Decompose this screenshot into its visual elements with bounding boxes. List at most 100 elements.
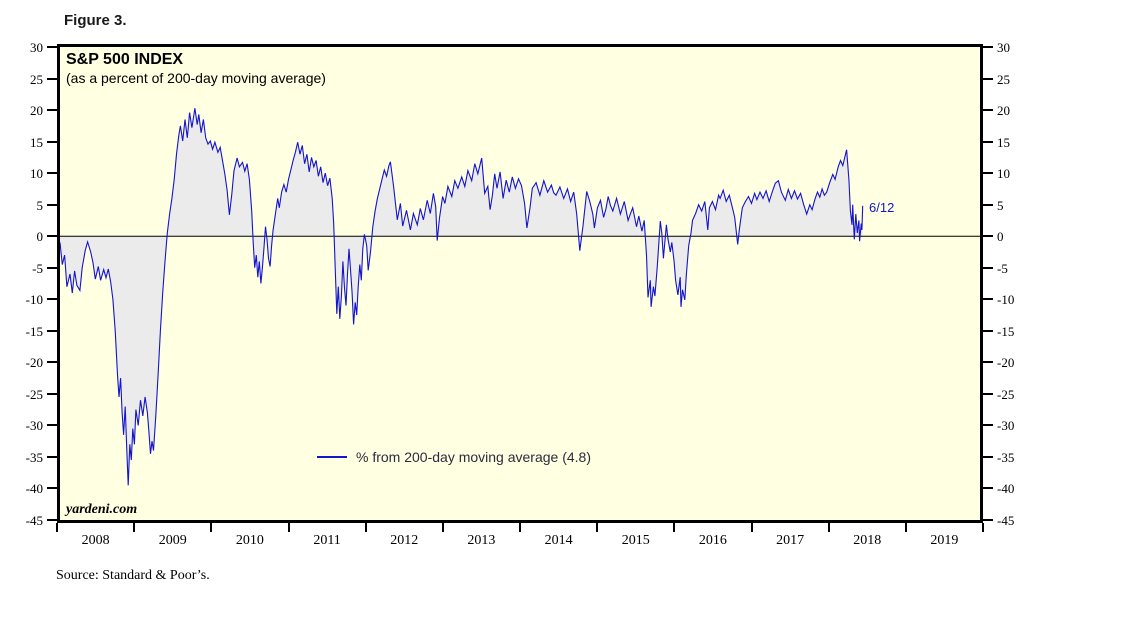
x-axis-tick [364,523,367,532]
legend-label: % from 200-day moving average (4.8) [356,449,591,465]
figure-label: Figure 3. [64,12,127,29]
x-axis-year-label: 2017 [776,533,805,548]
y-axis-tick-left [47,361,57,364]
x-axis-year-label: 2010 [235,533,264,548]
y-axis-label-left: -10 [25,292,43,308]
y-axis-label-right: -45 [997,513,1015,528]
x-axis-year-label: 2008 [81,533,110,548]
area-fill [60,108,863,486]
y-axis-label-right: 30 [997,40,1010,55]
latest-point-annotation: 6/12 [869,200,895,215]
x-axis-tick [210,523,213,532]
x-axis-tick [750,523,753,532]
y-axis-label-right: 25 [997,71,1010,87]
x-axis-tick [673,523,676,532]
y-axis-tick-right [983,424,993,427]
y-axis-tick-left [47,392,57,395]
y-axis-label-left: -20 [25,355,43,371]
y-axis-tick-left [47,46,57,48]
y-axis-tick-left [47,109,57,112]
y-axis-tick-right [983,46,993,48]
y-axis-label-right: -40 [997,481,1015,497]
y-axis-label-left: 5 [36,197,44,213]
x-axis-tick [904,523,907,532]
x-axis-tick [441,523,444,532]
x-axis-year-label: 2015 [621,533,650,548]
y-axis-tick-right [983,455,993,458]
y-axis-tick-right [983,519,993,521]
x-axis-tick [133,523,136,532]
y-axis-tick-left [47,77,57,80]
y-axis-tick-right [983,392,993,395]
y-axis-tick-left [47,329,57,332]
x-axis-tick [519,523,521,532]
y-axis-label-right: -10 [997,292,1015,308]
x-axis-tick [982,523,984,532]
y-axis-label-left: -30 [25,418,43,434]
y-axis-tick-left [47,266,57,269]
chart-canvas [60,108,980,486]
y-axis-tick-right [983,203,993,206]
y-axis-label-left: -35 [25,449,43,465]
x-axis-year-label: 2016 [698,533,727,548]
y-axis-tick-right [983,266,993,269]
legend: % from 200-day moving average (4.8) [317,449,591,465]
y-axis-label-left: 30 [30,40,43,55]
y-axis-tick-left [47,424,57,427]
y-axis-tick-right [983,329,993,332]
x-axis-year-label: 2013 [467,533,496,548]
y-axis-tick-left [47,203,57,206]
y-axis-label-left: -15 [25,323,43,339]
x-axis-year-label: 2019 [930,533,959,548]
x-axis-tick [827,523,830,532]
y-axis-label-right: -25 [997,386,1015,402]
y-axis-label-left: 10 [30,166,43,182]
y-axis-label-right: -20 [997,355,1015,371]
y-axis-label-right: 10 [997,166,1010,182]
x-axis-year-label: 2009 [158,533,187,548]
y-axis-label-left: 15 [30,134,43,150]
chart-title: S&P 500 INDEX [66,51,184,68]
y-axis-label-left: -25 [25,386,43,402]
chart-subtitle: (as a percent of 200-day moving average) [66,70,326,86]
data-line [60,108,864,486]
chart-plot-area [57,44,983,523]
y-axis-label-right: 20 [997,103,1010,119]
y-axis-label-left: 25 [30,71,43,87]
y-axis-label-right: 0 [997,229,1004,245]
y-axis-tick-left [47,172,57,175]
y-axis-tick-left [47,519,57,521]
x-axis-tick [596,523,599,532]
y-axis-tick-right [983,140,993,143]
source-note: Source: Standard & Poor’s. [56,568,210,583]
y-axis-tick-right [983,487,993,490]
legend-line-swatch [317,456,347,458]
y-axis-tick-right [983,77,993,80]
x-axis-tick [287,523,290,532]
y-axis-tick-left [47,298,57,301]
y-axis-tick-right [983,361,993,364]
y-axis-label-left: 0 [36,229,44,245]
y-axis-label-right: -35 [997,449,1015,465]
x-axis-year-label: 2018 [853,533,882,548]
y-axis-tick-left [47,140,57,143]
y-axis-label-left: -40 [25,481,43,497]
y-axis-label-right: -15 [997,323,1015,339]
y-axis-label-left: -5 [32,260,43,276]
y-axis-tick-left [47,455,57,458]
x-axis-year-label: 2011 [313,533,341,548]
y-axis-tick-left [47,487,57,490]
watermark: yardeni.com [66,502,138,517]
y-axis-tick-left [47,235,57,238]
x-axis-year-label: 2012 [390,533,419,548]
y-axis-label-left: -45 [25,513,43,528]
x-axis-year-label: 2014 [544,533,573,548]
y-axis-label-right: 15 [997,134,1010,150]
y-axis-label-right: 5 [997,197,1004,213]
y-axis-label-right: -30 [997,418,1015,434]
y-axis-tick-right [983,235,993,238]
y-axis-tick-right [983,298,993,301]
x-axis-tick [56,523,58,532]
y-axis-label-right: -5 [997,260,1008,276]
